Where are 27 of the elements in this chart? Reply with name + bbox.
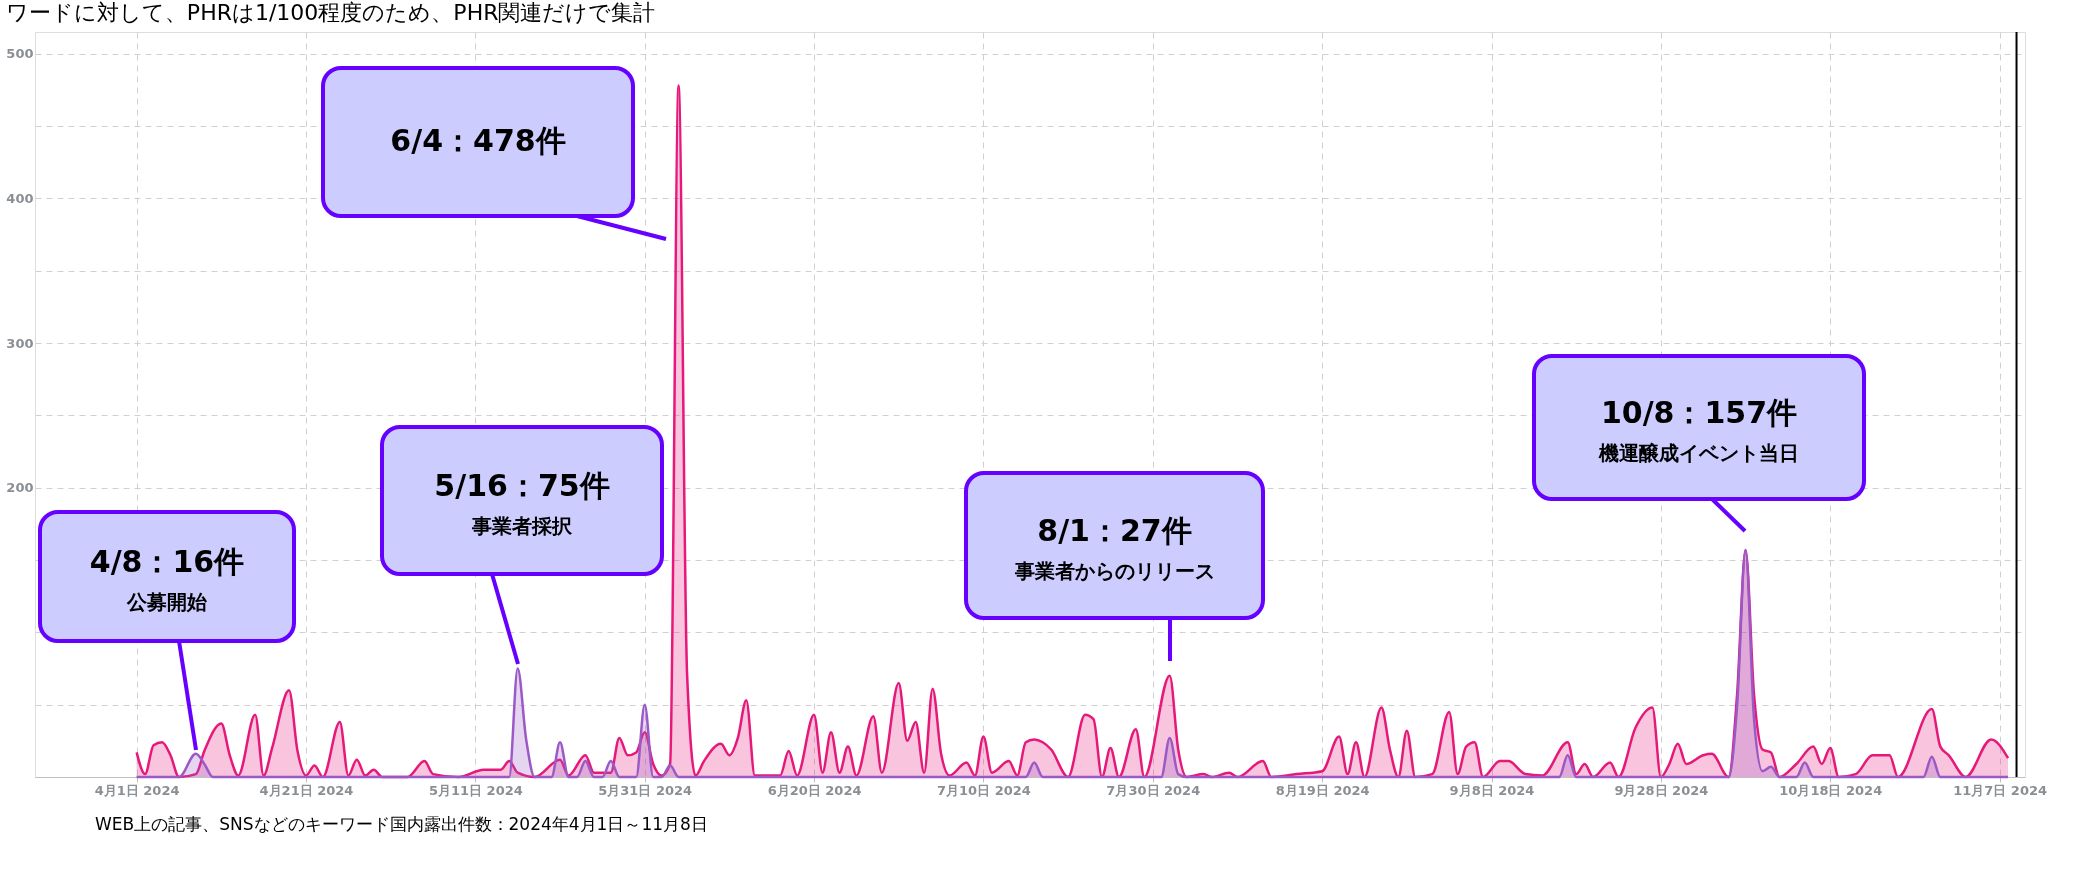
annotation: 5/16：75件 bbox=[434, 467, 610, 503]
annotation: 10/8：157件 bbox=[1600, 394, 1798, 430]
chart-title: ワードに対して、PHRは1/100程度のため、PHR関連だけで集計 bbox=[5, 0, 656, 25]
x-tick-label: 9月8日 2024 bbox=[1449, 782, 1535, 798]
x-tick-label: 11月7日 2024 bbox=[1953, 782, 2048, 798]
x-tick-label: 10月18日 2024 bbox=[1779, 782, 1883, 798]
annotation: 6/4：478件 bbox=[390, 123, 566, 158]
y-tick-label: 400 bbox=[6, 190, 34, 206]
x-tick-label: 9月28日 2024 bbox=[1614, 782, 1709, 798]
x-tick-label: 4月21日 2024 bbox=[259, 782, 354, 798]
annotation: 公募開始 bbox=[126, 589, 208, 614]
annotation: 事業者採択 bbox=[471, 513, 573, 538]
x-tick-label: 7月30日 2024 bbox=[1106, 782, 1201, 798]
y-tick-label: 500 bbox=[6, 46, 34, 62]
x-tick-label: 5月11日 2024 bbox=[428, 782, 523, 798]
y-tick-label: 300 bbox=[6, 335, 34, 351]
x-tick-label: 8月19日 2024 bbox=[1275, 782, 1370, 798]
text: WEB上の記事、SNSなどのキーワード国内露出件数：2024年4月1日～11月8日 bbox=[95, 814, 708, 834]
x-tick-label: 4月1日 2024 bbox=[94, 782, 180, 798]
annotation: 機運醸成イベント当日 bbox=[1598, 440, 1799, 465]
y-tick-label: 200 bbox=[6, 480, 34, 496]
annotation: 4/8：16件 bbox=[89, 543, 245, 579]
annotation: 8/1：27件 bbox=[1037, 512, 1192, 548]
annotation: 事業者からのリリース bbox=[1013, 558, 1215, 583]
x-tick-label: 7月10日 2024 bbox=[937, 782, 1031, 798]
x-tick-label: 6月20日 2024 bbox=[767, 782, 862, 798]
x-tick-label: 5月31日 2024 bbox=[598, 782, 693, 798]
